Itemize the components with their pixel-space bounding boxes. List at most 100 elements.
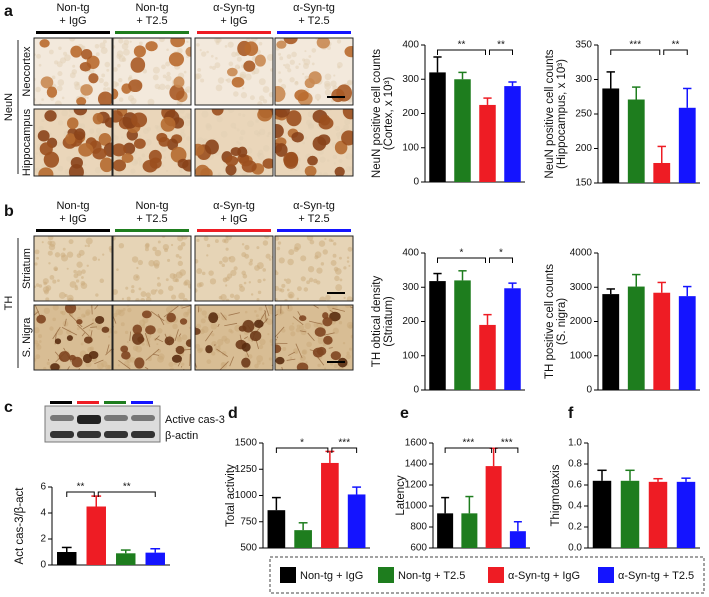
texture (328, 305, 334, 311)
texture (268, 305, 273, 311)
texture (262, 240, 269, 246)
process (286, 358, 296, 361)
texture (346, 296, 353, 301)
cell (262, 158, 273, 169)
texture (118, 38, 124, 44)
process (307, 332, 315, 341)
texture (306, 236, 314, 241)
texture (198, 281, 204, 287)
texture (117, 364, 120, 367)
texture (147, 98, 155, 105)
texture (54, 267, 58, 271)
process (281, 366, 283, 370)
texture (304, 136, 308, 140)
texture (150, 289, 157, 295)
cell (254, 319, 264, 329)
panel-label: f (568, 405, 574, 422)
micrograph-frame (194, 108, 274, 177)
texture (38, 63, 42, 67)
bar (86, 506, 106, 565)
texture (211, 351, 216, 356)
texture (153, 259, 160, 267)
cell (92, 112, 104, 125)
significance-bracket (437, 49, 486, 55)
cell (73, 109, 88, 116)
texture (37, 343, 40, 346)
texture (120, 322, 125, 327)
lane-color-bar (77, 401, 99, 404)
texture (94, 43, 100, 49)
texture (95, 293, 99, 297)
process (163, 305, 179, 318)
texture (102, 39, 107, 44)
texture (166, 71, 171, 77)
texture (347, 79, 353, 86)
texture (234, 127, 237, 130)
cell (64, 305, 77, 314)
texture (179, 269, 186, 276)
y-axis-label: (Hippocampus, x 10³) (556, 59, 568, 169)
texture (182, 116, 186, 120)
cell (120, 345, 129, 353)
texture (81, 313, 86, 318)
significance-bracket (66, 491, 95, 497)
texture (287, 288, 290, 292)
process (328, 347, 333, 349)
cell (307, 155, 318, 166)
texture (80, 342, 84, 346)
cell (145, 325, 156, 335)
texture (87, 346, 93, 353)
texture (278, 288, 282, 292)
y-axis-label: Act cas-3/β-act (14, 487, 26, 565)
texture (294, 350, 298, 354)
texture (217, 77, 225, 84)
texture (141, 153, 146, 158)
texture (109, 247, 112, 253)
cell (98, 132, 112, 146)
column-header: α-Syn-tg (213, 200, 255, 212)
texture (78, 249, 85, 256)
texture (222, 238, 227, 243)
texture (37, 334, 43, 339)
texture (210, 322, 218, 330)
column-color-bar (115, 31, 189, 34)
y-tick-label: 1500 (235, 438, 258, 449)
texture (346, 256, 350, 259)
y-tick-label: 0 (40, 560, 46, 571)
texture (160, 145, 167, 152)
texture (279, 121, 283, 126)
texture (247, 354, 253, 359)
texture (35, 152, 38, 155)
micrograph-frame (33, 108, 113, 177)
significance-bracket (489, 49, 513, 55)
y-tick-label: 6 (40, 482, 46, 493)
micrograph (195, 109, 273, 176)
texture (118, 97, 124, 102)
process (180, 366, 183, 368)
legend-label: α-Syn-tg + T2.5 (618, 570, 694, 582)
cell (285, 151, 298, 163)
texture (184, 86, 191, 94)
texture (169, 334, 172, 337)
texture (288, 249, 295, 256)
texture (169, 273, 176, 279)
texture (181, 236, 188, 240)
texture (34, 262, 38, 266)
texture (177, 260, 183, 267)
cell (195, 164, 210, 176)
texture (54, 252, 61, 258)
texture (346, 321, 353, 329)
cell (82, 353, 93, 364)
texture (158, 38, 165, 43)
texture (181, 362, 185, 366)
texture (197, 67, 202, 72)
texture (208, 270, 214, 276)
significance-bracket (489, 257, 513, 263)
y-tick-label: 200 (402, 316, 419, 327)
cell (336, 84, 353, 102)
texture (165, 169, 169, 172)
texture (144, 247, 149, 252)
cell (241, 357, 251, 368)
panel-label: a (4, 3, 13, 20)
